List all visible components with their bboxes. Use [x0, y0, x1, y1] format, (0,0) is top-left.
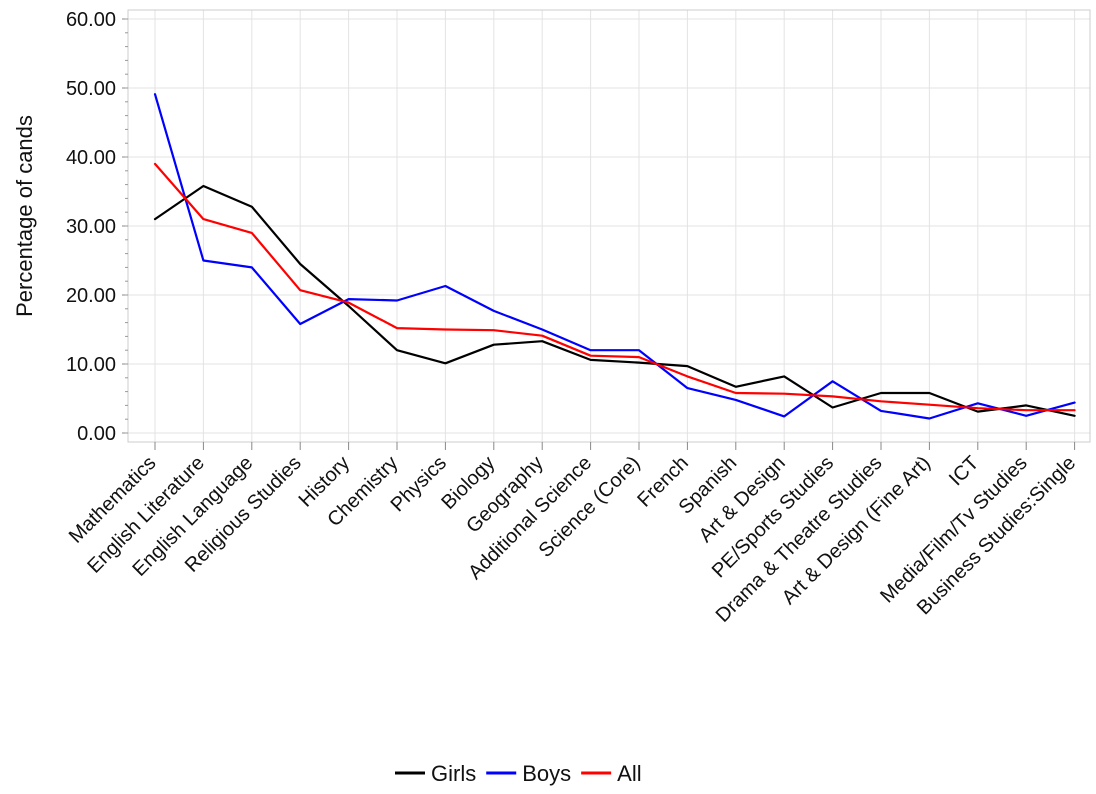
y-tick-label: 50.00 [66, 78, 116, 100]
legend-label-boys: Boys [522, 761, 571, 786]
series-line-boys [153, 93, 1076, 420]
y-tick-label: 30.00 [66, 216, 116, 238]
axes [122, 18, 1076, 450]
grid [128, 10, 1090, 442]
legend-label-girls: Girls [431, 761, 476, 786]
y-tick-label: 0.00 [77, 423, 116, 445]
series-lines [153, 93, 1076, 420]
series-line-girls [153, 184, 1076, 417]
x-tick-label: ICT [945, 452, 983, 490]
series-line-all [153, 162, 1076, 412]
y-axis-title: Percentage of cands [12, 115, 37, 317]
legend-label-all: All [617, 761, 641, 786]
y-tick-label: 20.00 [66, 285, 116, 307]
y-tick-labels: 0.00 10.00 20.00 30.00 40.00 50.00 60.00 [66, 9, 116, 445]
y-tick-label: 60.00 [66, 9, 116, 31]
y-tick-label: 40.00 [66, 147, 116, 169]
y-tick-label: 10.00 [66, 354, 116, 376]
legend: Girls Boys All [395, 761, 642, 786]
